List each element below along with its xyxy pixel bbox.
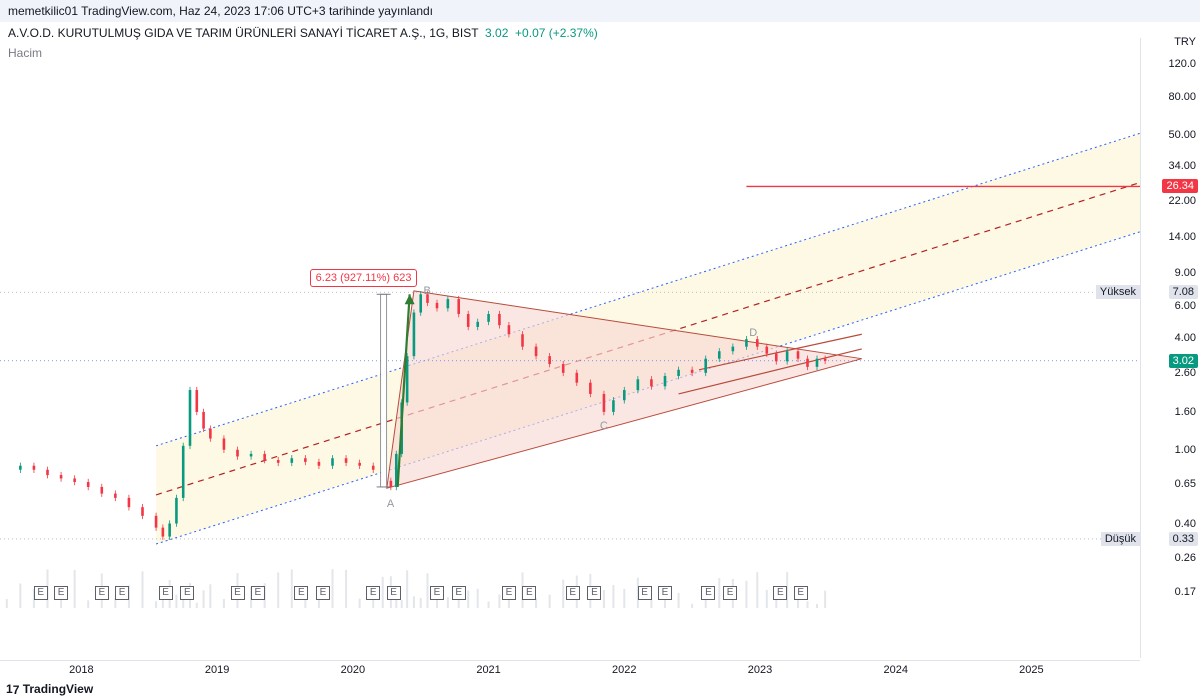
y-tick: 6.00 — [1175, 300, 1196, 312]
event-marker[interactable]: E — [773, 586, 787, 600]
event-marker[interactable]: E — [566, 586, 580, 600]
x-tick: 2020 — [341, 664, 365, 676]
event-marker[interactable]: E — [95, 586, 109, 600]
x-tick: 2023 — [748, 664, 772, 676]
x-tick: 2021 — [476, 664, 500, 676]
event-marker[interactable]: E — [180, 586, 194, 600]
x-tick: 2019 — [205, 664, 229, 676]
event-marker[interactable]: E — [723, 586, 737, 600]
event-marker[interactable]: E — [366, 586, 380, 600]
low-tag-label: Düşük — [1101, 532, 1140, 546]
y-tick: 2.60 — [1175, 367, 1196, 379]
event-marker[interactable]: E — [701, 586, 715, 600]
x-tick: 2022 — [612, 664, 636, 676]
y-tick: 14.00 — [1168, 231, 1196, 243]
event-marker[interactable]: E — [159, 586, 173, 600]
y-tick: 0.26 — [1175, 552, 1196, 564]
chart-area[interactable] — [0, 38, 1140, 658]
event-marker[interactable]: E — [34, 586, 48, 600]
event-marker[interactable]: E — [430, 586, 444, 600]
currency-label: TRY — [1174, 36, 1196, 48]
event-marker[interactable]: E — [522, 586, 536, 600]
y-axis[interactable]: TRY 120.0 80.00 50.00 34.00 22.00 14.00 9.00 6.… — [1140, 38, 1200, 658]
y-tick: 120.0 — [1168, 58, 1196, 70]
x-tick: 2025 — [1019, 664, 1043, 676]
pattern-label-b: B — [424, 285, 431, 297]
event-marker[interactable]: E — [638, 586, 652, 600]
high-tag-label: Yüksek — [1096, 285, 1140, 299]
measure-tooltip: 6.23 (927.11%) 623 — [310, 269, 418, 287]
event-marker[interactable]: E — [54, 586, 68, 600]
pattern-label-d: D — [749, 327, 757, 339]
x-tick: 2018 — [69, 664, 93, 676]
y-tick: 34.00 — [1168, 160, 1196, 172]
x-tick: 2024 — [883, 664, 907, 676]
y-tick: 1.00 — [1175, 444, 1196, 456]
event-marker[interactable]: E — [316, 586, 330, 600]
event-marker[interactable]: E — [251, 586, 265, 600]
event-marker[interactable]: E — [502, 586, 516, 600]
publish-text: memetkilic01 TradingView.com, Haz 24, 20… — [8, 4, 433, 18]
y-tick: 9.00 — [1175, 267, 1196, 279]
brand-footer: 17 TradingView — [6, 682, 93, 696]
alert-price-tag: 26.34 — [1162, 179, 1198, 193]
event-marker[interactable]: E — [115, 586, 129, 600]
publish-header: memetkilic01 TradingView.com, Haz 24, 20… — [0, 0, 1200, 22]
event-marker[interactable]: E — [387, 586, 401, 600]
y-tick: 80.00 — [1168, 91, 1196, 103]
y-tick: 0.65 — [1175, 478, 1196, 490]
y-tick: 4.00 — [1175, 332, 1196, 344]
brand-text: TradingView — [23, 682, 93, 696]
event-marker[interactable]: E — [231, 586, 245, 600]
y-tick: 0.17 — [1175, 586, 1196, 598]
x-axis[interactable]: 2018 2019 2020 2021 2022 2023 2024 2025 — [0, 660, 1140, 678]
price-tag: 3.02 — [1169, 354, 1198, 368]
event-marker[interactable]: E — [658, 586, 672, 600]
low-tag: 0.33 — [1169, 532, 1198, 546]
pattern-label-c: C — [600, 420, 608, 432]
y-tick: 1.60 — [1175, 406, 1196, 418]
y-tick: 22.00 — [1168, 195, 1196, 207]
y-tick: 50.00 — [1168, 129, 1196, 141]
y-tick: 0.40 — [1175, 518, 1196, 530]
event-marker[interactable]: E — [452, 586, 466, 600]
chart-svg — [0, 38, 1140, 658]
event-marker[interactable]: E — [294, 586, 308, 600]
high-tag: 7.08 — [1169, 285, 1198, 299]
event-marker[interactable]: E — [794, 586, 808, 600]
event-marker[interactable]: E — [587, 586, 601, 600]
pattern-label-a: A — [387, 498, 394, 510]
